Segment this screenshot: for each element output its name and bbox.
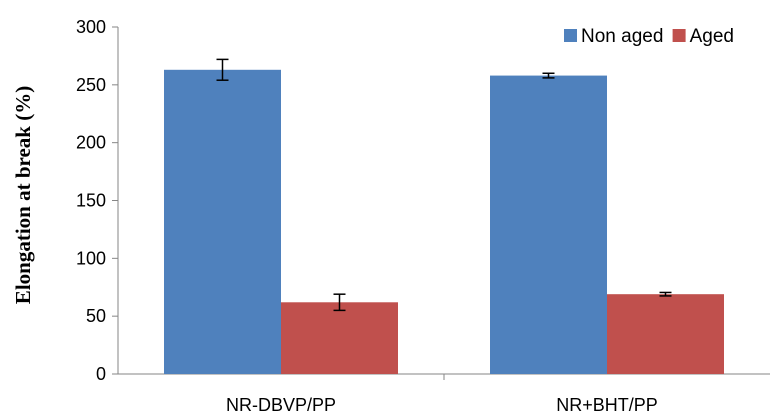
legend-label: Aged: [690, 26, 734, 47]
legend-label: Non aged: [581, 26, 663, 47]
y-tick-label: 100: [76, 248, 106, 268]
y-tick-label: 250: [76, 75, 106, 95]
bar-non-aged: [490, 75, 607, 374]
bar-aged: [281, 302, 398, 374]
bar-aged: [607, 294, 724, 374]
y-axis-label: Elongation at break (%): [11, 86, 35, 304]
x-tick-label: NR+BHT/PP: [556, 395, 658, 415]
legend-swatch: [564, 29, 577, 42]
bar-non-aged: [164, 69, 281, 375]
y-tick-label: 50: [86, 306, 106, 326]
plot-area: 0 50 100 150 200 250 300 NR-DBVP/PP NR+BHT/PP: [76, 17, 770, 415]
y-tick-label: 0: [96, 364, 106, 384]
y-tick-label: 200: [76, 133, 106, 153]
legend-swatch: [672, 29, 686, 42]
x-tick-label: NR-DBVP/PP: [226, 395, 336, 415]
legend: Non aged Aged: [564, 26, 734, 47]
y-tick-label: 300: [76, 17, 106, 37]
y-tick-label: 150: [76, 191, 106, 211]
